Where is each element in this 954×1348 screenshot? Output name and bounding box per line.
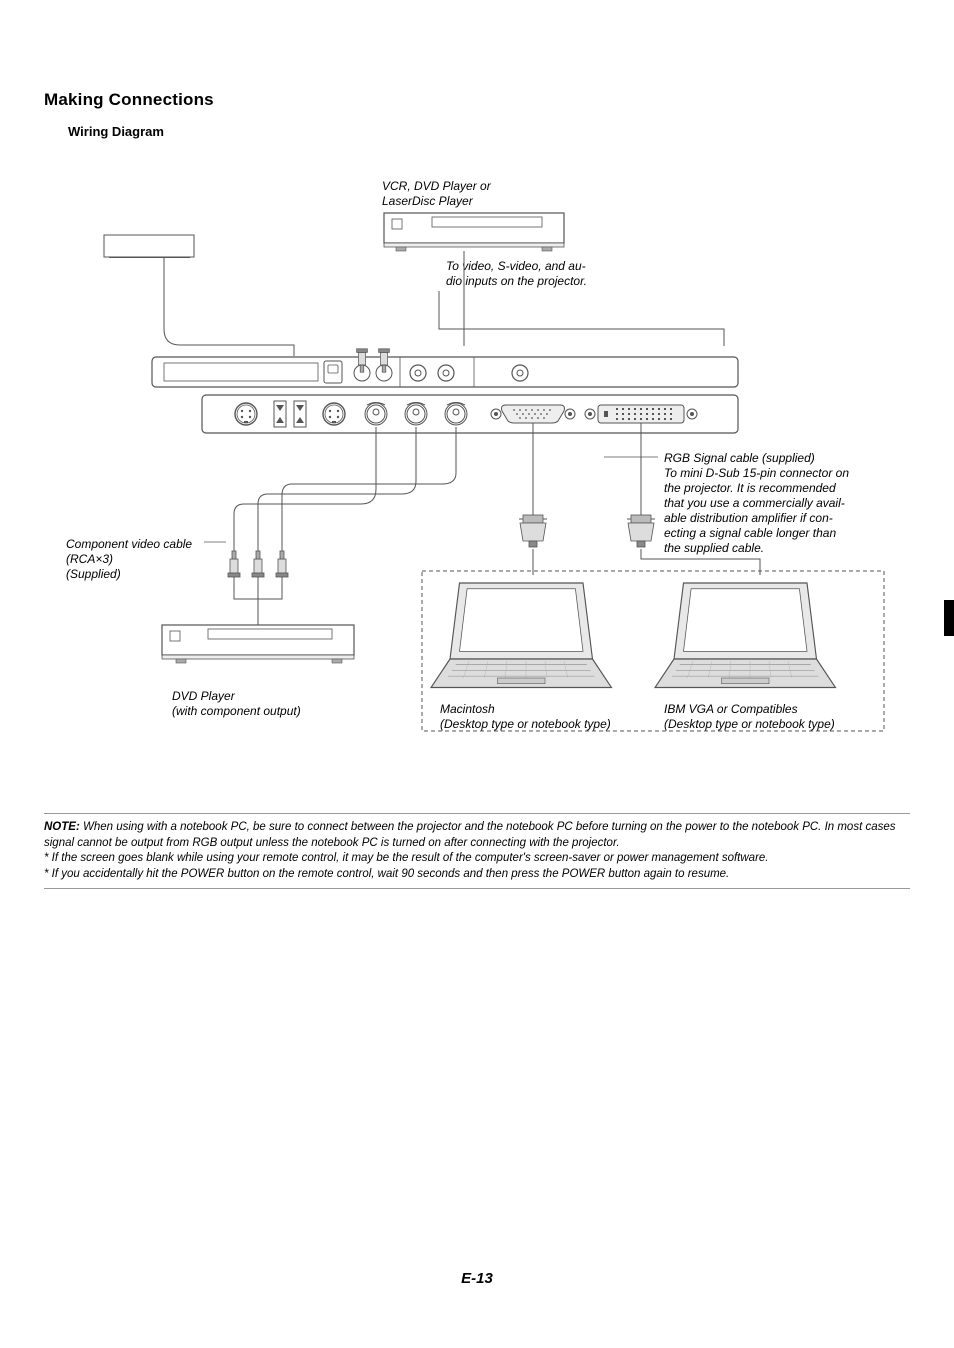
laptop-ibm [655, 583, 836, 688]
page-footer: E-13 [0, 1270, 954, 1287]
page-title: Making Connections [44, 90, 910, 110]
device-vcr [384, 213, 564, 251]
vga-plug-mac [519, 515, 547, 547]
note-star1: * If the screen goes blank while using y… [44, 851, 910, 867]
rca-triple [228, 551, 288, 577]
device-video-game [104, 235, 194, 257]
laptop-macintosh [431, 583, 612, 688]
side-tab [944, 600, 954, 636]
wiring-diagram: VCR, DVD Player or LaserDisc Player Vide… [44, 179, 910, 799]
vga-plug-ibm [627, 515, 655, 547]
page-subtitle: Wiring Diagram [68, 124, 910, 139]
notes-block: NOTE: When using with a notebook PC, be … [44, 813, 910, 889]
projector-rear-panel [152, 349, 738, 433]
note-star2: * If you accidentally hit the POWER butt… [44, 867, 910, 883]
device-dvd [162, 625, 354, 663]
note-bold: NOTE: [44, 821, 80, 833]
note-text: When using with a notebook PC, be sure t… [44, 821, 896, 849]
diagram-svg [44, 179, 910, 799]
note-main: NOTE: When using with a notebook PC, be … [44, 820, 910, 851]
